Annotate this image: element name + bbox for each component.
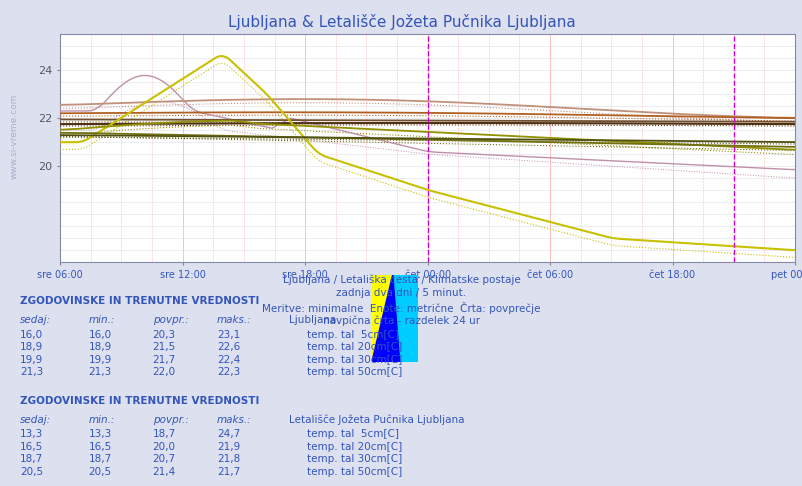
Text: Ljubljana / Letališka cesta / Klimatske postaje: Ljubljana / Letališka cesta / Klimatske … bbox=[282, 275, 520, 285]
Polygon shape bbox=[371, 275, 399, 362]
Text: sedaj:: sedaj: bbox=[20, 415, 51, 425]
Text: 20,5: 20,5 bbox=[88, 467, 111, 477]
Text: 22,0: 22,0 bbox=[152, 367, 176, 378]
Text: povpr.:: povpr.: bbox=[152, 415, 188, 425]
Text: 21,3: 21,3 bbox=[88, 367, 111, 378]
Text: 23,1: 23,1 bbox=[217, 330, 240, 340]
Text: 21,7: 21,7 bbox=[217, 467, 240, 477]
Text: 22,4: 22,4 bbox=[217, 355, 240, 365]
Text: 21,9: 21,9 bbox=[217, 442, 240, 452]
Text: 21,8: 21,8 bbox=[217, 454, 240, 465]
Text: 16,5: 16,5 bbox=[20, 442, 43, 452]
Text: Letališče Jožeta Pučnika Ljubljana: Letališče Jožeta Pučnika Ljubljana bbox=[289, 415, 464, 425]
Text: maks.:: maks.: bbox=[217, 315, 251, 325]
Text: 16,5: 16,5 bbox=[88, 442, 111, 452]
Text: 20,0: 20,0 bbox=[152, 442, 176, 452]
Text: 22,6: 22,6 bbox=[217, 342, 240, 352]
Text: maks.:: maks.: bbox=[217, 415, 251, 425]
Text: 20,7: 20,7 bbox=[152, 454, 176, 465]
Text: 13,3: 13,3 bbox=[88, 429, 111, 439]
Text: 21,4: 21,4 bbox=[152, 467, 176, 477]
Text: 24,7: 24,7 bbox=[217, 429, 240, 439]
Text: sedaj:: sedaj: bbox=[20, 315, 51, 325]
Text: povpr.:: povpr.: bbox=[152, 315, 188, 325]
Text: ZGODOVINSKE IN TRENUTNE VREDNOSTI: ZGODOVINSKE IN TRENUTNE VREDNOSTI bbox=[20, 296, 259, 307]
Text: 18,7: 18,7 bbox=[152, 429, 176, 439]
Text: zadnja dva dni / 5 minut.: zadnja dva dni / 5 minut. bbox=[336, 288, 466, 298]
Text: 16,0: 16,0 bbox=[20, 330, 43, 340]
Polygon shape bbox=[392, 275, 418, 362]
Text: navpična črta - razdelek 24 ur: navpična črta - razdelek 24 ur bbox=[322, 315, 480, 326]
Text: 21,5: 21,5 bbox=[152, 342, 176, 352]
Text: 21,3: 21,3 bbox=[20, 367, 43, 378]
Text: 18,7: 18,7 bbox=[20, 454, 43, 465]
Text: 22,3: 22,3 bbox=[217, 367, 240, 378]
Text: 18,7: 18,7 bbox=[88, 454, 111, 465]
Text: temp. tal  5cm[C]: temp. tal 5cm[C] bbox=[306, 330, 399, 340]
Text: temp. tal 30cm[C]: temp. tal 30cm[C] bbox=[306, 355, 402, 365]
Polygon shape bbox=[371, 275, 418, 362]
Text: min.:: min.: bbox=[88, 415, 115, 425]
Text: min.:: min.: bbox=[88, 315, 115, 325]
Text: temp. tal 20cm[C]: temp. tal 20cm[C] bbox=[306, 342, 402, 352]
Text: 19,9: 19,9 bbox=[88, 355, 111, 365]
Text: 18,9: 18,9 bbox=[20, 342, 43, 352]
Polygon shape bbox=[371, 275, 392, 362]
Text: temp. tal 20cm[C]: temp. tal 20cm[C] bbox=[306, 442, 402, 452]
Text: 18,9: 18,9 bbox=[88, 342, 111, 352]
Text: temp. tal 50cm[C]: temp. tal 50cm[C] bbox=[306, 467, 402, 477]
Text: 13,3: 13,3 bbox=[20, 429, 43, 439]
Text: 19,9: 19,9 bbox=[20, 355, 43, 365]
Text: temp. tal 50cm[C]: temp. tal 50cm[C] bbox=[306, 367, 402, 378]
Text: ZGODOVINSKE IN TRENUTNE VREDNOSTI: ZGODOVINSKE IN TRENUTNE VREDNOSTI bbox=[20, 396, 259, 406]
Text: temp. tal  5cm[C]: temp. tal 5cm[C] bbox=[306, 429, 399, 439]
Text: Ljubljana: Ljubljana bbox=[289, 315, 336, 325]
Text: 21,7: 21,7 bbox=[152, 355, 176, 365]
Text: Ljubljana & Letališče Jožeta Pučnika Ljubljana: Ljubljana & Letališče Jožeta Pučnika Lju… bbox=[227, 14, 575, 30]
Text: 20,5: 20,5 bbox=[20, 467, 43, 477]
Text: www.si-vreme.com: www.si-vreme.com bbox=[10, 93, 18, 179]
Text: 20,3: 20,3 bbox=[152, 330, 176, 340]
Text: 16,0: 16,0 bbox=[88, 330, 111, 340]
Text: temp. tal 30cm[C]: temp. tal 30cm[C] bbox=[306, 454, 402, 465]
Text: Meritve: minimalne  Enote: metrične  Črta: povprečje: Meritve: minimalne Enote: metrične Črta:… bbox=[262, 302, 540, 314]
